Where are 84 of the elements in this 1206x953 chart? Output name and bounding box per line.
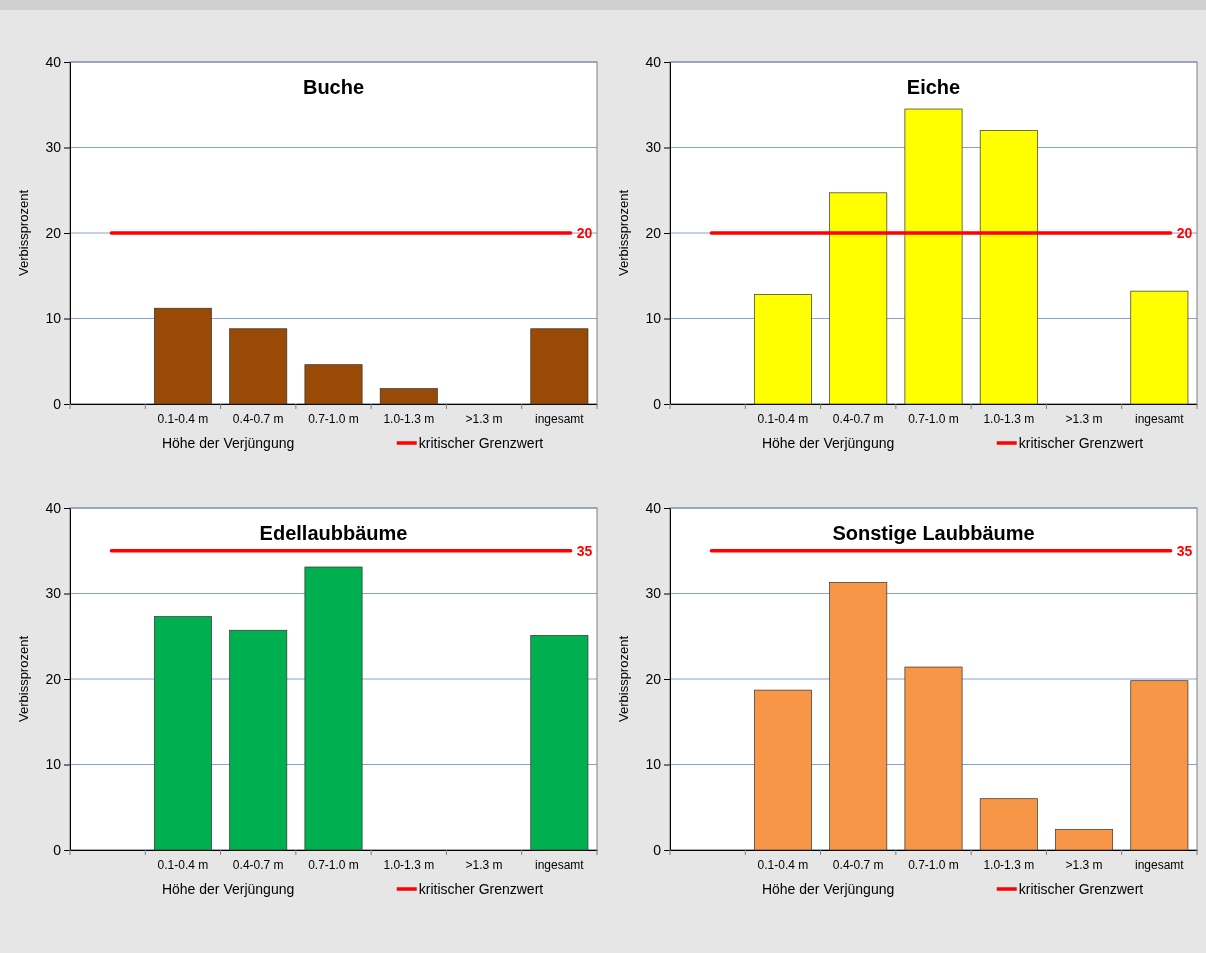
y-axis-title: Verbissprozent — [616, 635, 631, 722]
x-tick-label: >1.3 m — [1065, 411, 1103, 426]
bar — [229, 328, 288, 405]
x-tick-label: 0.1-0.4 m — [157, 857, 209, 872]
y-axis-title: Verbissprozent — [616, 189, 631, 276]
bar — [530, 635, 589, 851]
x-tick-label: 1.0-1.3 m — [383, 411, 435, 426]
bar — [979, 798, 1038, 851]
bar — [304, 364, 363, 405]
y-tick-label: 10 — [645, 756, 662, 773]
bar — [753, 294, 812, 405]
ref-line-label: 35 — [1176, 542, 1193, 559]
bar — [153, 616, 212, 851]
text: Buche — [302, 76, 365, 98]
y-tick-label: 30 — [45, 139, 62, 156]
y-tick-label: 0 — [653, 395, 662, 412]
y-tick-label: 40 — [45, 53, 62, 70]
x-tick-label: >1.3 m — [465, 411, 503, 426]
x-tick-label: 1.0-1.3 m — [983, 411, 1035, 426]
y-tick-label: 10 — [45, 756, 62, 773]
y-tick-label: 0 — [653, 841, 662, 858]
x-tick-label: 0.4-0.7 m — [232, 411, 284, 426]
y-tick-label: 20 — [645, 224, 662, 241]
y-tick-label: 10 — [645, 310, 662, 327]
y-tick-label: 30 — [45, 585, 62, 602]
text: Sonstige Laubbäume — [832, 522, 1035, 544]
text: kritischer Grenzwert — [418, 881, 544, 897]
x-tick-label: 1.0-1.3 m — [983, 857, 1035, 872]
x-tick-label: 1.0-1.3 m — [383, 857, 435, 872]
y-tick-label: 30 — [645, 585, 662, 602]
bar — [229, 629, 288, 851]
y-tick-label: 40 — [645, 499, 662, 516]
x-tick-label: ingesamt — [535, 411, 585, 426]
x-tick-label: 0.1-0.4 m — [157, 411, 209, 426]
y-tick-label: 40 — [45, 499, 62, 516]
y-tick-label: 40 — [645, 53, 662, 70]
y-axis-title: Verbissprozent — [16, 635, 31, 722]
text: Edellaubbäume — [259, 522, 408, 544]
y-tick-label: 0 — [53, 395, 62, 412]
y-axis-title: Verbissprozent — [16, 189, 31, 276]
bar — [904, 666, 963, 851]
ref-line-label: 20 — [576, 225, 593, 241]
y-tick-label: 20 — [45, 224, 62, 241]
bar — [153, 307, 212, 405]
bar — [753, 689, 812, 851]
y-tick-label: 20 — [45, 670, 62, 687]
x-tick-label: 0.1-0.4 m — [757, 857, 809, 872]
bar — [829, 192, 888, 405]
x-axis-title: Höhe der Verjüngung — [761, 881, 895, 897]
x-tick-label: 0.4-0.7 m — [832, 411, 884, 426]
x-tick-label: 0.7-1.0 m — [908, 857, 959, 872]
text: kritischer Grenzwert — [418, 435, 544, 451]
y-tick-label: 20 — [645, 670, 662, 687]
y-tick-label: 30 — [645, 139, 662, 156]
x-tick-label: ingesamt — [535, 857, 585, 872]
x-tick-label: >1.3 m — [465, 857, 503, 872]
y-tick-label: 0 — [53, 841, 62, 858]
x-axis-title: Höhe der Verjüngung — [761, 435, 895, 451]
x-tick-label: 0.1-0.4 m — [757, 411, 809, 426]
text: Eiche — [906, 76, 961, 98]
bar — [1055, 829, 1114, 851]
y-tick-label: 10 — [45, 310, 62, 327]
x-tick-label: 0.7-1.0 m — [908, 411, 959, 426]
x-tick-label: ingesamt — [1135, 411, 1185, 426]
bar — [1130, 290, 1189, 405]
bar — [979, 130, 1038, 405]
ref-line-label: 35 — [576, 542, 593, 559]
x-tick-label: >1.3 m — [1065, 857, 1103, 872]
bar — [1130, 680, 1189, 851]
x-tick-label: ingesamt — [1135, 857, 1185, 872]
x-axis-title: Höhe der Verjüngung — [161, 435, 295, 451]
x-axis-title: Höhe der Verjüngung — [161, 881, 295, 897]
bar — [530, 328, 589, 405]
x-tick-label: 0.7-1.0 m — [308, 857, 359, 872]
x-tick-label: 0.4-0.7 m — [232, 857, 284, 872]
x-tick-label: 0.7-1.0 m — [308, 411, 359, 426]
bar — [904, 108, 963, 405]
text: kritischer Grenzwert — [1018, 881, 1144, 897]
bar — [304, 566, 363, 851]
text: kritischer Grenzwert — [1018, 435, 1144, 451]
x-tick-label: 0.4-0.7 m — [832, 857, 884, 872]
ref-line-label: 20 — [1176, 225, 1193, 241]
bar — [829, 582, 888, 851]
bar — [379, 388, 438, 405]
